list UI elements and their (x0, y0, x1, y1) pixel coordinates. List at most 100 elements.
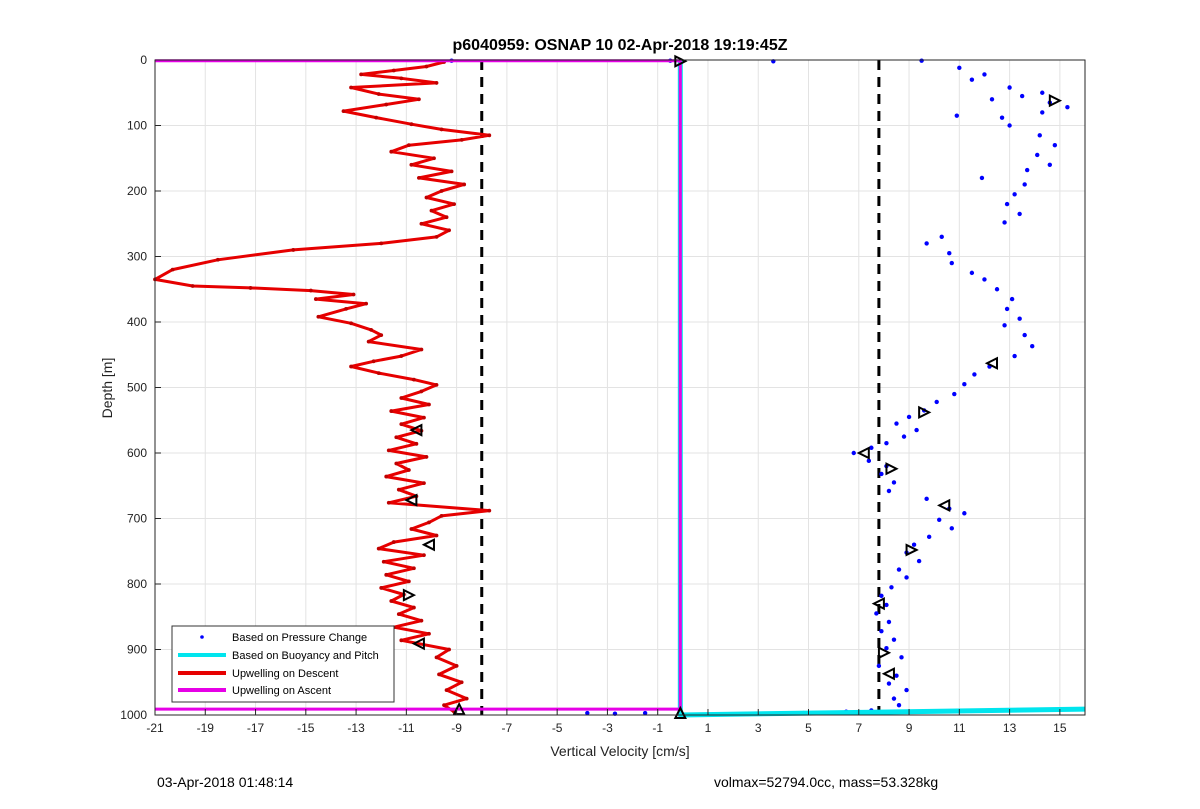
pressure-point (1007, 85, 1012, 90)
pressure-point (1037, 133, 1042, 138)
descent-point (434, 234, 439, 239)
pressure-point (891, 637, 897, 642)
pressure-point (869, 445, 874, 450)
pressure-point (894, 421, 899, 426)
pressure-point (949, 260, 954, 266)
descent-point (459, 680, 464, 685)
turn-marker (404, 493, 418, 507)
descent-point (374, 115, 379, 120)
pressure-point (886, 681, 892, 686)
x-tick-label: -5 (552, 721, 563, 735)
descent-point (376, 92, 381, 96)
pressure-point (994, 287, 1000, 292)
descent-point (394, 461, 399, 466)
pressure-point (1052, 142, 1058, 148)
pressure-point (969, 77, 975, 82)
legend-label-buoyancy: Based on Buoyancy and Pitch (232, 650, 379, 662)
turn-marker (411, 636, 425, 651)
x-tick-label: -3 (602, 721, 613, 735)
x-tick-label: -1 (652, 721, 663, 735)
x-tick-label: -15 (297, 721, 315, 735)
pressure-point (1065, 104, 1070, 110)
descent-point (409, 162, 414, 167)
y-tick-label: 300 (127, 250, 147, 264)
y-tick-label: 1000 (120, 708, 147, 722)
pressure-point (924, 241, 929, 246)
descent-point (379, 333, 384, 337)
pressure-point (924, 496, 929, 502)
pressure-point (926, 534, 932, 540)
descent-point (419, 618, 424, 623)
legend-label-descent: Upwelling on Descent (232, 668, 338, 680)
descent-point (432, 156, 436, 161)
pressure-point (989, 97, 995, 102)
pressure-point (999, 115, 1005, 120)
pressure-point (1030, 344, 1035, 349)
pressure-point (1040, 90, 1045, 95)
pressure-point (947, 251, 952, 256)
footer-timestamp: 03-Apr-2018 01:48:14 (157, 774, 294, 790)
descent-point (487, 508, 492, 513)
x-tick-label: 15 (1053, 721, 1067, 735)
pressure-point (962, 382, 967, 387)
descent-point (452, 202, 457, 207)
descent-point (414, 441, 419, 446)
descent-point (439, 189, 444, 193)
x-tick-label: -13 (347, 721, 365, 735)
descent-point (376, 371, 381, 375)
descent-point (462, 182, 467, 187)
descent-point (422, 415, 426, 420)
pressure-point (876, 663, 882, 669)
x-tick-label: 9 (906, 721, 913, 735)
descent-point (384, 572, 389, 577)
pressure-point (1035, 152, 1040, 158)
descent-point (419, 389, 424, 394)
descent-point (439, 127, 444, 132)
pressure-point (906, 414, 912, 420)
descent-point (406, 579, 411, 584)
pressure-point (934, 399, 939, 405)
pressure-point (911, 542, 917, 547)
pressure-point (1022, 332, 1027, 338)
pressure-point (1012, 353, 1017, 359)
y-tick-label: 900 (127, 643, 147, 657)
descent-point (454, 663, 459, 668)
turn-marker (673, 705, 687, 720)
descent-point (170, 267, 175, 272)
legend-item-ascent: Upwelling on Ascent (178, 685, 331, 697)
descent-point (434, 81, 439, 85)
x-tick-label: -9 (451, 721, 462, 735)
descent-point (434, 382, 439, 387)
descent-point (369, 327, 374, 332)
pressure-point (1004, 201, 1010, 207)
turn-marker (984, 356, 998, 370)
descent-point (444, 688, 449, 693)
legend-item-pressure: Based on Pressure Change (200, 632, 367, 644)
descent-point (384, 102, 389, 107)
pressure-point (1017, 316, 1022, 321)
descent-point (351, 292, 356, 297)
descent-point (396, 487, 401, 492)
pressure-point (879, 593, 884, 598)
pressure-point (866, 458, 872, 464)
y-tick-label: 800 (127, 577, 147, 591)
descent-point (399, 422, 404, 427)
pressure-point (904, 687, 909, 693)
descent-point (449, 169, 454, 174)
pressure-point (954, 113, 960, 118)
axes-layer: -21 -19 -17 -15 -13 -11 -9 -7 -5 -3 -1 1 3 5 7 9 11 13 150… (120, 53, 1086, 735)
descent-point (439, 513, 444, 518)
pressure-point (1007, 123, 1012, 128)
pressure-point (585, 710, 590, 716)
turn-marker (905, 543, 919, 557)
pressure-point (879, 471, 884, 477)
descent-point (487, 133, 492, 138)
pressure-point (896, 567, 902, 572)
descent-point (349, 85, 353, 90)
descent-point (409, 527, 414, 531)
pressure-point (886, 619, 892, 625)
descent-point (442, 703, 446, 708)
pressure-point (1040, 110, 1045, 115)
descent-point (424, 455, 429, 459)
